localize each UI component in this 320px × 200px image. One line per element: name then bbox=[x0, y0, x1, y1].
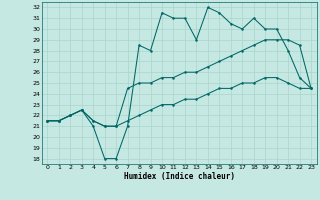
X-axis label: Humidex (Indice chaleur): Humidex (Indice chaleur) bbox=[124, 172, 235, 181]
